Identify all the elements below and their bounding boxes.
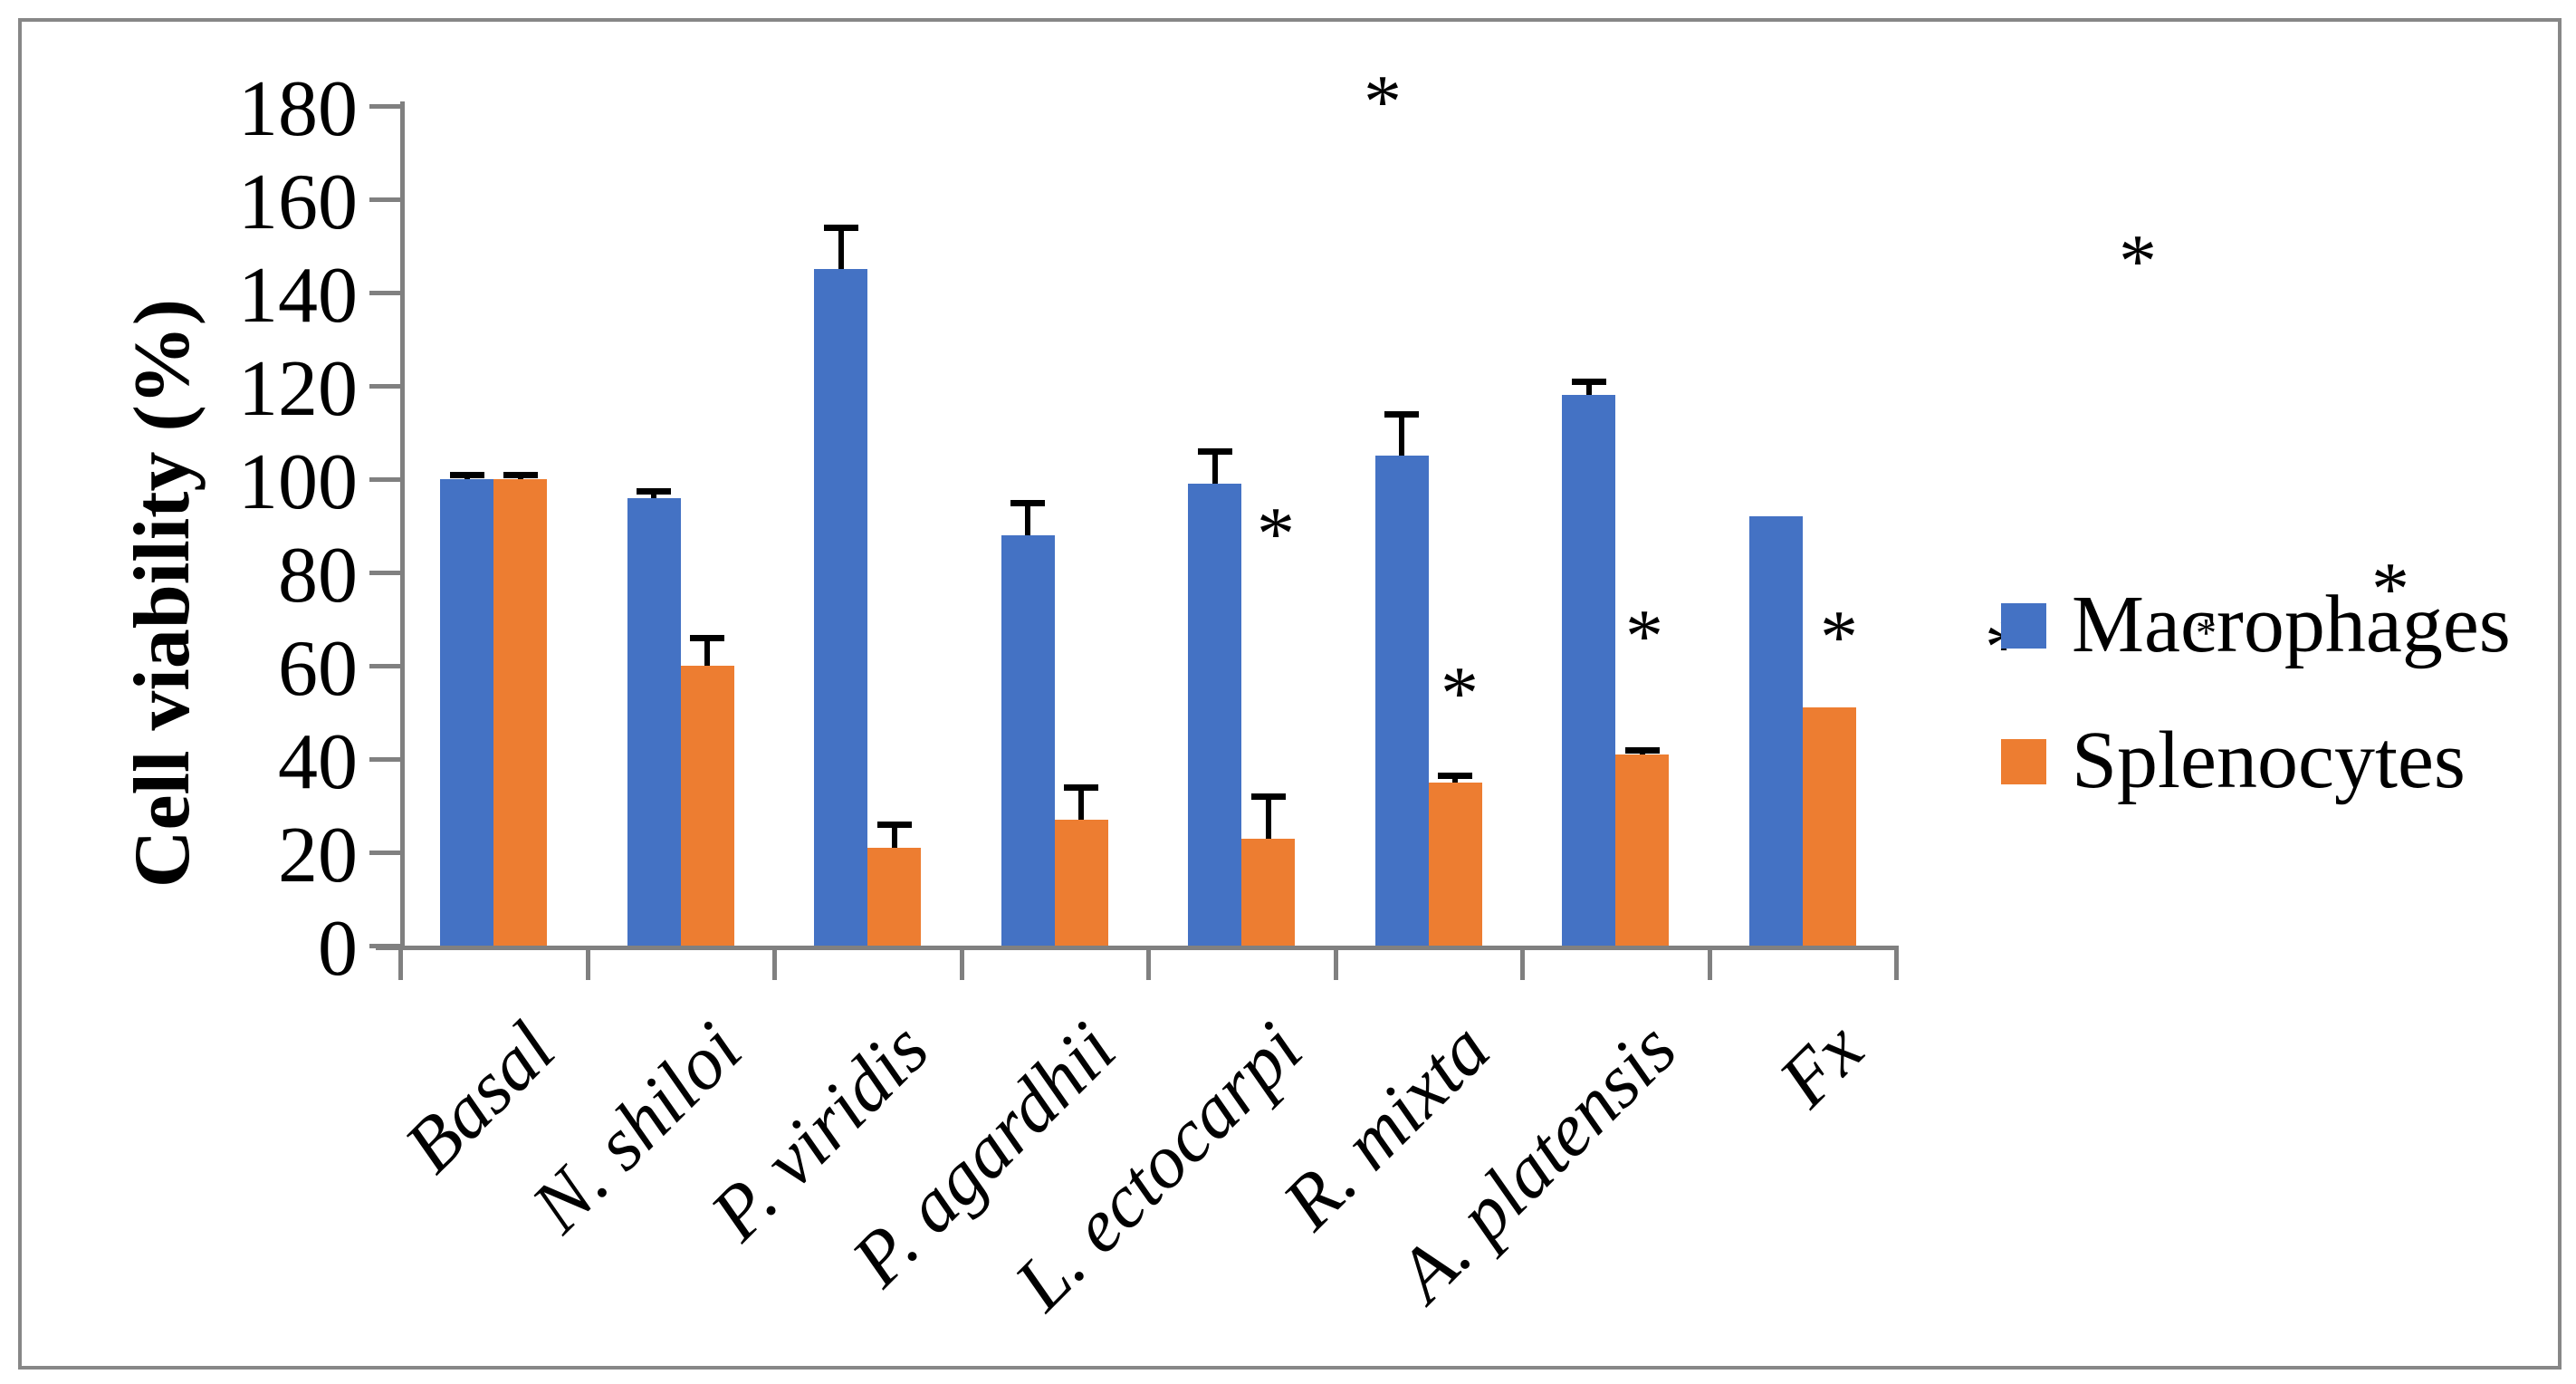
error-bar-line-macrophages-4 bbox=[1211, 451, 1218, 485]
y-tick bbox=[369, 757, 402, 762]
y-tick-label: 0 bbox=[318, 905, 358, 993]
legend-item-macrophages: Macrophages bbox=[2001, 584, 2511, 666]
significance-asterisk-1: * bbox=[1257, 492, 1295, 576]
y-tick bbox=[369, 384, 402, 389]
error-bar-cap-macrophages-3 bbox=[1010, 499, 1046, 506]
bar-splenocytes-3 bbox=[1054, 819, 1108, 946]
bar-macrophages-3 bbox=[1001, 534, 1055, 946]
bar-splenocytes-5 bbox=[1428, 782, 1482, 946]
bar-splenocytes-1 bbox=[680, 666, 734, 946]
error-bar-cap-splenocytes-2 bbox=[876, 822, 912, 829]
bar-macrophages-6 bbox=[1562, 395, 1616, 946]
y-tick-label: 120 bbox=[238, 345, 358, 433]
error-bar-line-splenocytes-3 bbox=[1078, 786, 1085, 820]
y-tick bbox=[369, 477, 402, 482]
error-bar-cap-splenocytes-1 bbox=[690, 635, 725, 642]
error-bar-line-splenocytes-2 bbox=[891, 824, 897, 848]
x-axis-line bbox=[376, 946, 1898, 950]
error-bar-line-macrophages-2 bbox=[838, 226, 844, 270]
x-tick bbox=[1333, 946, 1338, 980]
bar-splenocytes-2 bbox=[867, 847, 922, 946]
error-bar-cap-macrophages-5 bbox=[1384, 410, 1420, 418]
error-bar-cap-macrophages-0 bbox=[449, 471, 484, 478]
y-tick bbox=[369, 944, 402, 948]
y-tick-label: 160 bbox=[238, 159, 358, 246]
error-bar-cap-splenocytes-4 bbox=[1250, 793, 1286, 801]
error-bar-line-macrophages-3 bbox=[1025, 502, 1031, 535]
error-bar-cap-macrophages-6 bbox=[1571, 378, 1606, 385]
error-bar-cap-macrophages-1 bbox=[637, 487, 672, 495]
y-tick-label: 180 bbox=[238, 65, 358, 153]
x-tick bbox=[1520, 946, 1525, 980]
bar-splenocytes-4 bbox=[1241, 838, 1296, 946]
error-bar-cap-splenocytes-6 bbox=[1624, 746, 1660, 754]
legend-label-macrophages: Macrophages bbox=[2072, 580, 2511, 669]
y-tick bbox=[369, 571, 402, 575]
legend-item-splenocytes: Splenocytes bbox=[2001, 720, 2466, 802]
y-tick-label: 20 bbox=[278, 812, 358, 899]
bar-splenocytes-6 bbox=[1615, 754, 1670, 946]
y-tick bbox=[369, 291, 402, 295]
bar-macrophages-0 bbox=[440, 479, 494, 946]
y-axis-line bbox=[400, 101, 405, 950]
significance-asterisk-5: * bbox=[2119, 219, 2157, 303]
bar-macrophages-5 bbox=[1374, 456, 1429, 946]
bar-macrophages-2 bbox=[814, 269, 868, 946]
error-bar-line-splenocytes-4 bbox=[1265, 796, 1271, 839]
error-bar-line-macrophages-5 bbox=[1399, 413, 1405, 457]
bar-splenocytes-7 bbox=[1802, 707, 1856, 946]
y-tick bbox=[369, 851, 402, 855]
legend-swatch-macrophages bbox=[2001, 603, 2046, 649]
y-tick-label: 60 bbox=[278, 625, 358, 713]
legend-label-splenocytes: Splenocytes bbox=[2072, 716, 2466, 805]
significance-asterisk-8: * bbox=[2371, 547, 2409, 631]
y-tick-label: 80 bbox=[278, 532, 358, 620]
error-bar-cap-splenocytes-5 bbox=[1438, 773, 1473, 780]
significance-asterisk-7: * bbox=[2196, 610, 2217, 656]
bar-splenocytes-0 bbox=[493, 479, 548, 946]
error-bar-line-splenocytes-1 bbox=[704, 638, 711, 666]
y-tick bbox=[369, 664, 402, 668]
x-tick bbox=[398, 946, 403, 980]
error-bar-cap-splenocytes-0 bbox=[503, 471, 538, 478]
x-tick bbox=[1146, 946, 1151, 980]
error-bar-cap-macrophages-2 bbox=[823, 224, 858, 231]
y-tick-label: 140 bbox=[238, 252, 358, 340]
x-tick bbox=[1707, 946, 1712, 980]
y-tick-label: 40 bbox=[278, 718, 358, 806]
figure-border-frame bbox=[18, 18, 2562, 1370]
y-tick bbox=[369, 197, 402, 202]
x-tick bbox=[959, 946, 964, 980]
x-tick bbox=[585, 946, 590, 980]
bar-macrophages-1 bbox=[627, 497, 681, 946]
error-bar-line-macrophages-6 bbox=[1585, 380, 1592, 396]
bar-macrophages-7 bbox=[1748, 516, 1803, 946]
significance-asterisk-4: * bbox=[1820, 595, 1858, 679]
legend-swatch-splenocytes bbox=[2001, 739, 2046, 784]
x-tick bbox=[1894, 946, 1899, 980]
error-bar-cap-splenocytes-3 bbox=[1064, 783, 1099, 791]
x-tick bbox=[772, 946, 777, 980]
bar-macrophages-4 bbox=[1188, 484, 1242, 946]
significance-asterisk-0: * bbox=[1364, 60, 1402, 144]
y-tick-label: 100 bbox=[238, 438, 358, 526]
significance-asterisk-2: * bbox=[1441, 651, 1479, 735]
error-bar-cap-macrophages-4 bbox=[1197, 448, 1232, 456]
y-tick bbox=[369, 104, 402, 109]
significance-asterisk-3: * bbox=[1625, 594, 1663, 678]
